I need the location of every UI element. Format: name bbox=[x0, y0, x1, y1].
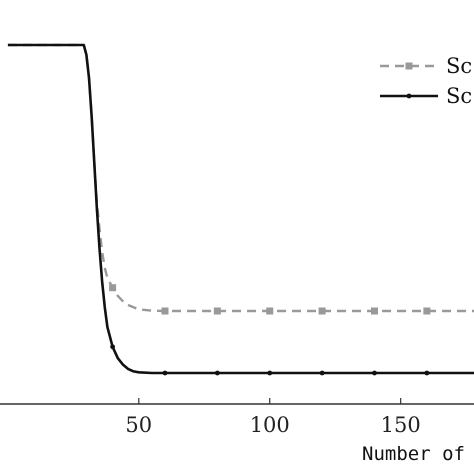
legend-label-1: Sc bbox=[446, 54, 472, 78]
data-point bbox=[423, 307, 431, 315]
x-tick-label: 100 bbox=[250, 413, 290, 437]
data-point bbox=[319, 370, 325, 376]
x-tick-label: 150 bbox=[381, 413, 421, 437]
plot-area bbox=[7, 43, 474, 376]
data-point bbox=[372, 370, 377, 376]
x-axis: 50 100 150 bbox=[0, 398, 474, 437]
x-axis-title: Number of bbox=[362, 443, 465, 465]
data-point bbox=[318, 307, 326, 315]
data-point bbox=[267, 370, 273, 376]
legend-label-2: Sc bbox=[446, 84, 472, 108]
data-point bbox=[370, 307, 378, 315]
series-line-2 bbox=[7, 43, 474, 375]
series-line-1 bbox=[7, 43, 474, 313]
data-point bbox=[213, 307, 221, 315]
data-point bbox=[424, 370, 430, 376]
data-point bbox=[214, 370, 220, 376]
data-point bbox=[109, 284, 117, 292]
data-point bbox=[162, 370, 168, 376]
x-tick-label: 50 bbox=[125, 413, 152, 437]
legend: Sc Sc bbox=[380, 54, 472, 108]
series-2 bbox=[7, 43, 474, 376]
series-1 bbox=[7, 43, 474, 315]
data-point bbox=[266, 307, 274, 315]
legend-marker bbox=[406, 93, 412, 99]
data-point bbox=[110, 344, 116, 350]
legend-marker bbox=[405, 62, 413, 70]
data-point bbox=[161, 307, 169, 315]
